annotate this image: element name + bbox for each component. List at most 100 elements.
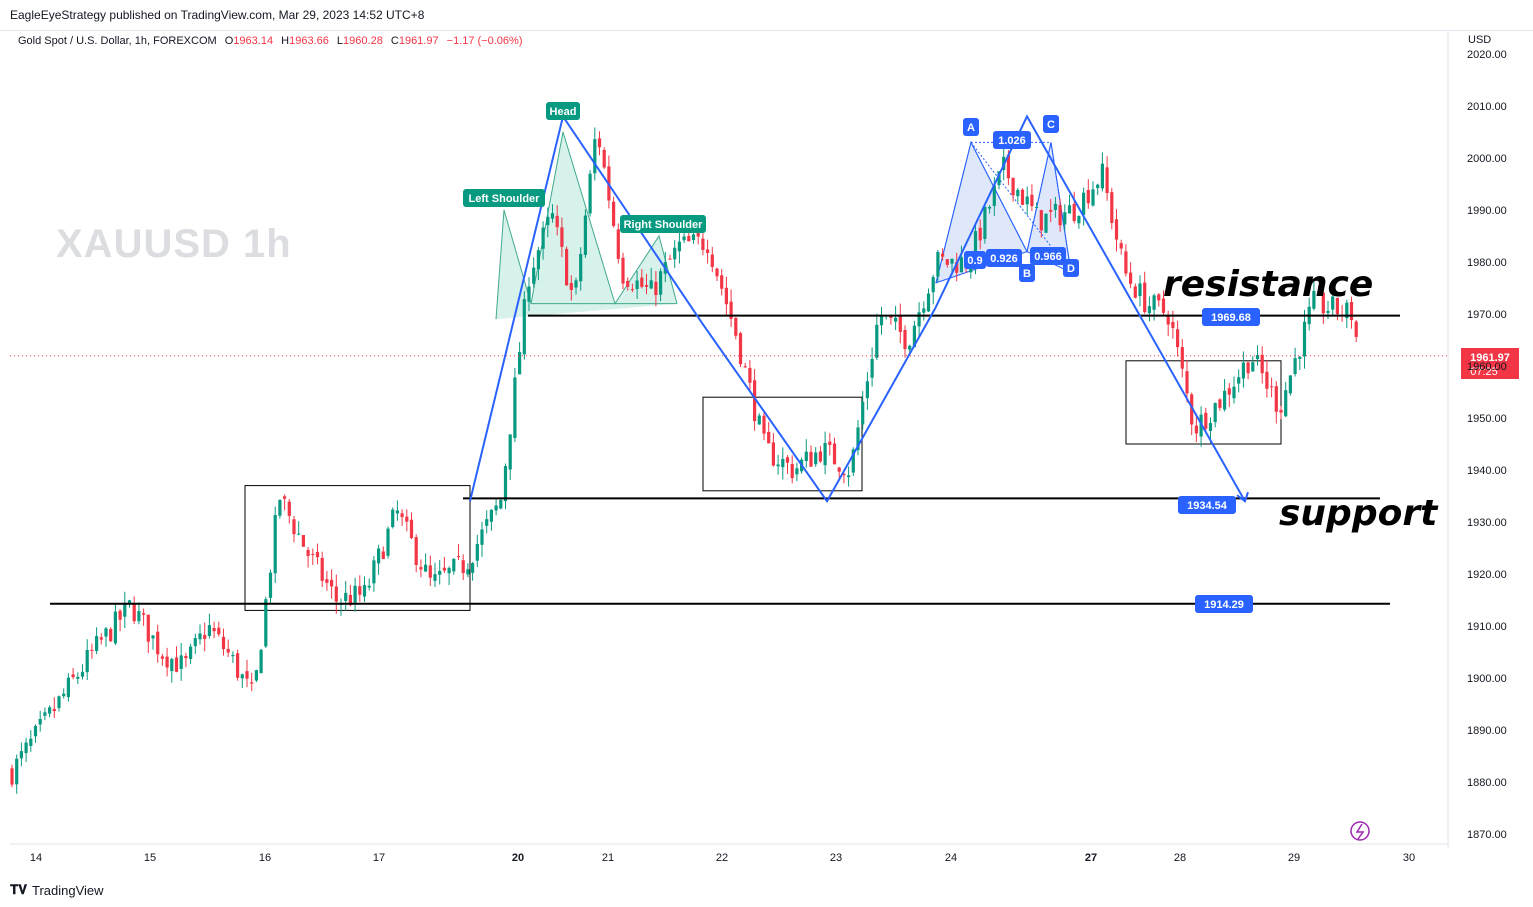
candle: [268, 569, 273, 604]
consolidation-boxes[interactable]: [244, 360, 1282, 611]
candle-body: [43, 712, 47, 716]
symbol-legend[interactable]: Gold Spot / U.S. Dollar, 1h, FOREXCOM O1…: [18, 35, 528, 47]
candle-body: [790, 463, 794, 479]
candle-body: [978, 227, 982, 241]
candle: [1218, 398, 1222, 411]
candle-body: [912, 325, 916, 348]
point-a-label: A: [963, 118, 979, 136]
price-tick-label: 1880.00: [1467, 777, 1507, 789]
consolidation-box[interactable]: [702, 396, 863, 492]
candle: [1058, 199, 1062, 232]
resistance-price-label: 1969.68: [1202, 308, 1260, 326]
candle-body: [48, 707, 52, 714]
candle-body: [320, 557, 324, 581]
lightning-icon-ring: [1350, 821, 1370, 841]
candle-body: [823, 442, 827, 466]
candle-body: [1035, 207, 1039, 209]
candle-body: [1030, 194, 1034, 207]
candle-body: [189, 646, 193, 659]
candle-body: [767, 432, 771, 444]
candle-body: [311, 553, 315, 555]
consolidation-box[interactable]: [1125, 360, 1282, 445]
candle: [1039, 209, 1043, 238]
candle: [668, 254, 672, 260]
candle: [677, 232, 681, 264]
candle: [612, 196, 616, 228]
candle-body: [879, 316, 884, 326]
lightning-icon[interactable]: [1350, 821, 1370, 841]
price-tick-label: 1980.00: [1467, 257, 1507, 269]
candle-body: [353, 585, 357, 603]
candle: [62, 688, 66, 699]
candle: [344, 580, 348, 611]
candle-body: [1124, 251, 1128, 274]
candle-body: [461, 560, 465, 574]
candle-body: [1077, 215, 1081, 224]
candle: [184, 652, 188, 668]
candle: [43, 707, 47, 720]
candle-body: [1208, 423, 1213, 431]
support-price-label-text: 1934.54: [1187, 500, 1228, 512]
candle: [217, 621, 221, 637]
candle-body: [795, 468, 799, 475]
candle: [259, 648, 263, 674]
candle: [165, 647, 169, 677]
candle-body: [1133, 286, 1137, 298]
candle: [1138, 275, 1142, 307]
candle-body: [710, 254, 714, 267]
candle-body: [297, 533, 301, 535]
candle: [85, 639, 89, 681]
candle: [635, 271, 639, 299]
candle-body: [292, 519, 296, 535]
candle-body: [828, 441, 832, 445]
time-tick-label: 14: [30, 852, 42, 864]
price-tick-label: 1890.00: [1467, 725, 1507, 737]
candle: [254, 669, 258, 683]
candle: [48, 705, 52, 718]
candle: [485, 510, 489, 534]
horizontal-levels[interactable]: [10, 314, 1448, 605]
candle-body: [1166, 316, 1170, 325]
candle: [330, 569, 334, 599]
candle-body: [743, 366, 747, 368]
candle-body: [198, 633, 202, 640]
candle: [879, 307, 884, 335]
candle-body: [851, 449, 855, 473]
candle: [1340, 305, 1344, 322]
candle-body: [1237, 377, 1241, 384]
candle: [832, 437, 837, 465]
candle-body: [217, 627, 221, 635]
candle-body: [438, 570, 442, 575]
candle: [1030, 184, 1034, 212]
candle: [748, 360, 752, 393]
candle: [1035, 202, 1039, 209]
candle-body: [203, 634, 207, 639]
point-c-label: C: [1043, 115, 1059, 133]
point-b-label: B: [1019, 264, 1035, 282]
candle-body: [184, 656, 188, 659]
candle: [212, 621, 216, 639]
top-bar: EagleEyeStrategy published on TradingVie…: [0, 0, 1533, 31]
candle: [757, 413, 761, 425]
candle-body: [254, 670, 258, 681]
candle: [767, 422, 771, 444]
footer-brand-text: TradingView: [32, 882, 104, 898]
candle-body: [729, 301, 733, 319]
candle: [160, 653, 164, 666]
candle-body: [250, 682, 254, 684]
candle: [1044, 213, 1048, 234]
candle-body: [950, 258, 954, 264]
candle-body: [1331, 296, 1335, 310]
candle-body: [992, 185, 996, 206]
price-tick-label: 1940.00: [1467, 465, 1507, 477]
candle: [536, 247, 540, 281]
consolidation-box[interactable]: [244, 485, 471, 611]
candle-body: [691, 234, 696, 241]
candle-body: [555, 215, 559, 228]
candle-body: [1265, 371, 1269, 389]
candle-body: [903, 329, 907, 349]
candle-body: [367, 585, 371, 588]
candle-body: [1025, 196, 1029, 205]
candle-body: [724, 287, 728, 305]
